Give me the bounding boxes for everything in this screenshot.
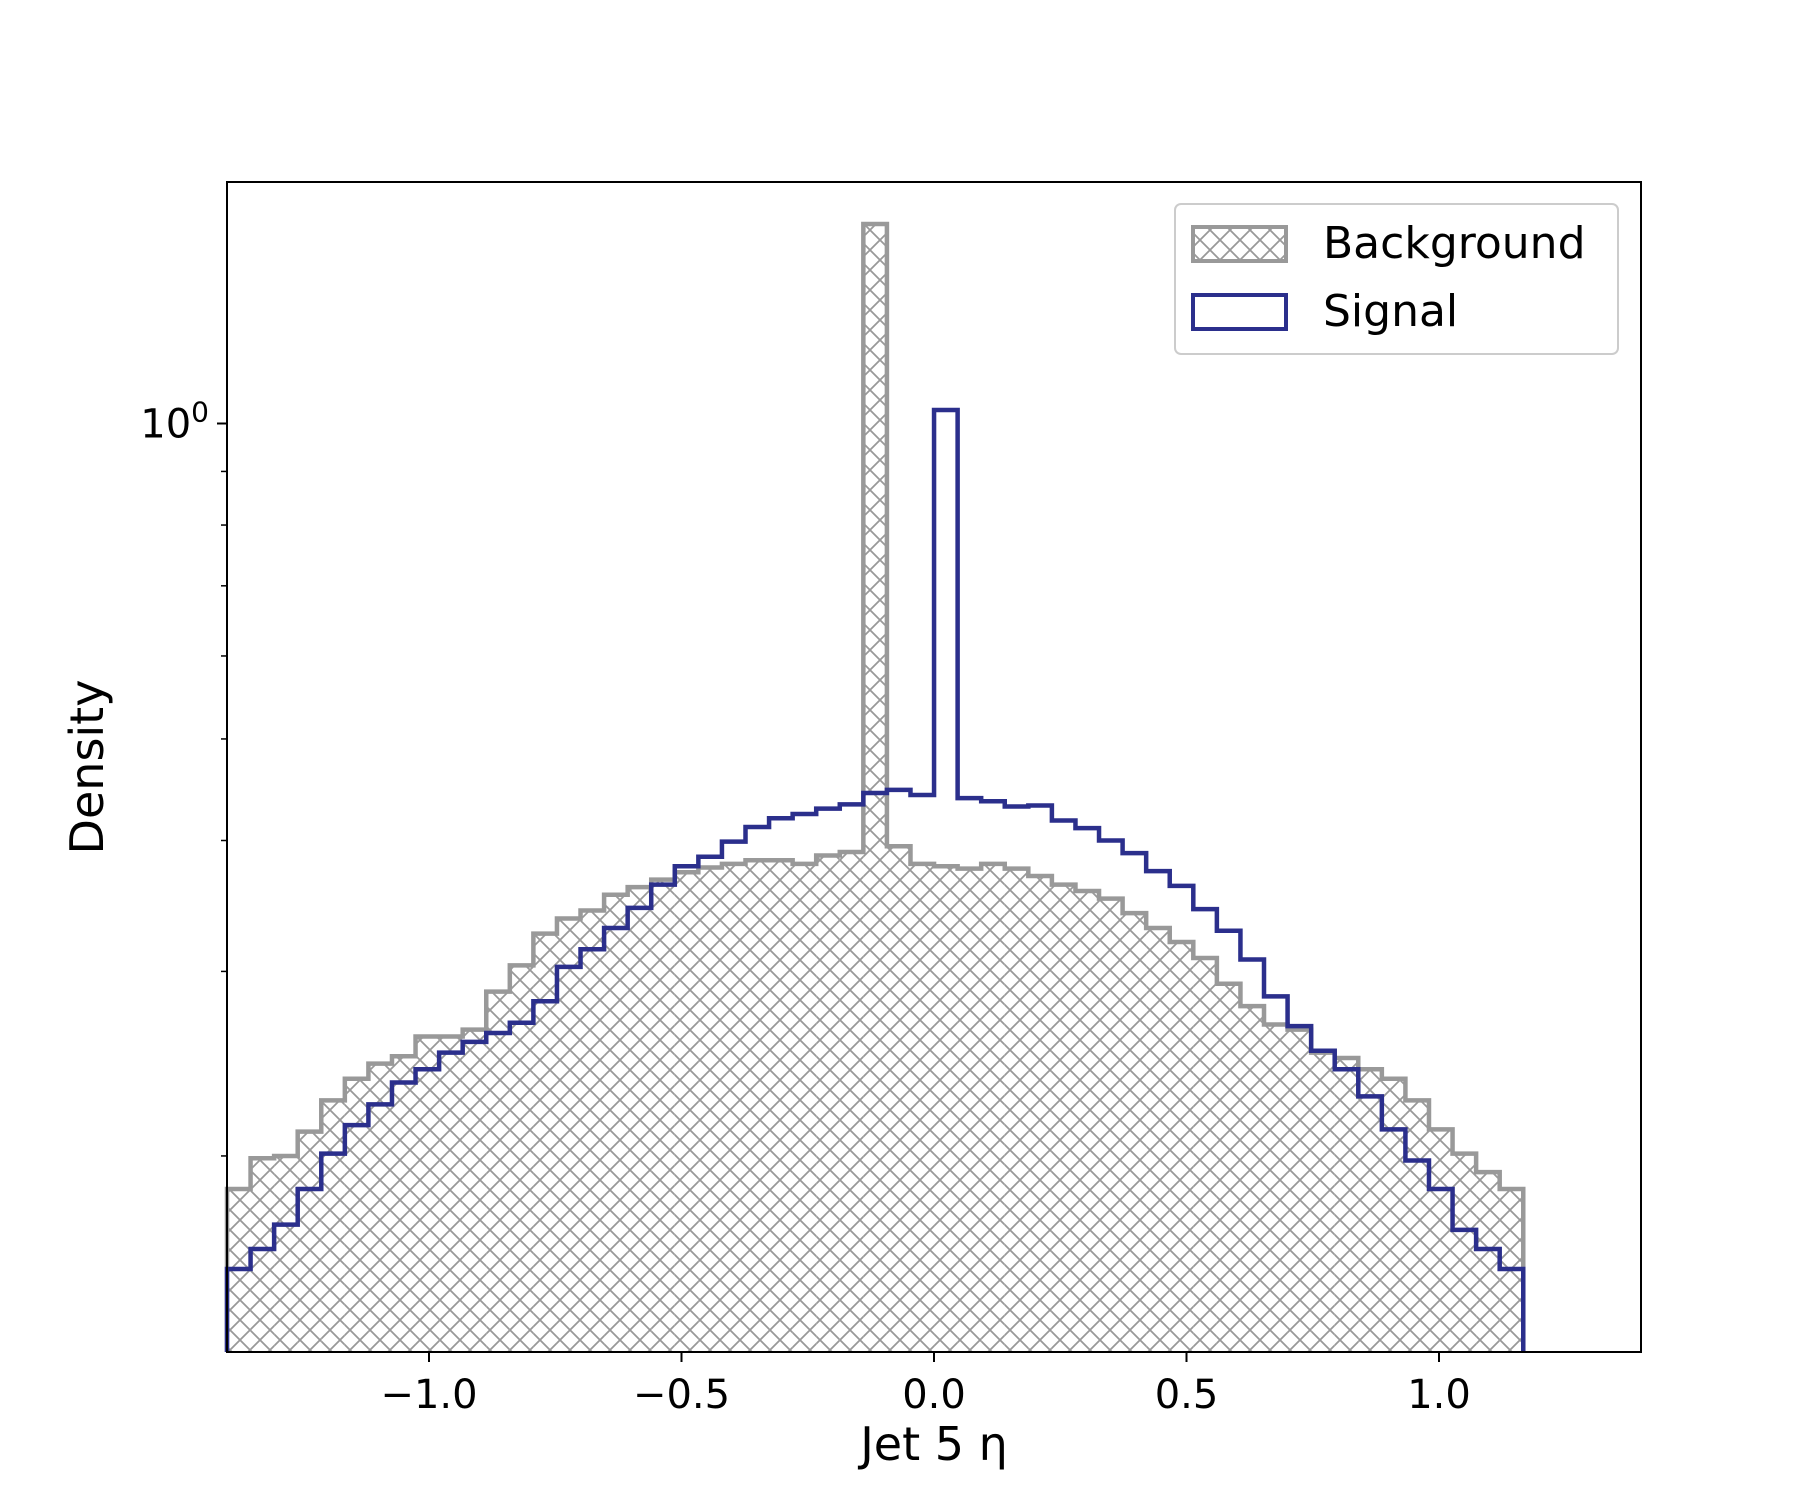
background-bin (368, 1063, 392, 1352)
background-bin (1287, 1029, 1312, 1352)
legend-signal-label: Signal (1323, 286, 1458, 337)
legend: Background Signal (1174, 203, 1619, 355)
x-tick-label: 0.0 (902, 1372, 966, 1418)
background-bin (1216, 983, 1241, 1352)
background-bin (957, 868, 982, 1352)
background-bin (886, 846, 911, 1352)
background-bin (344, 1078, 369, 1352)
background-bin (533, 933, 557, 1352)
plot-area (224, 221, 1526, 1353)
background-bin (1452, 1153, 1477, 1352)
background-bin (816, 855, 840, 1352)
background-bin (627, 887, 652, 1352)
background-bin (439, 1036, 463, 1352)
background-bin (1099, 898, 1123, 1352)
background-bin (745, 860, 770, 1352)
signal-step-outline (224, 407, 1526, 1352)
background-bin (674, 872, 699, 1352)
background-bin (792, 863, 817, 1352)
y-axis-ticks: 100 (140, 395, 227, 1157)
background-bin (1169, 942, 1194, 1352)
background-bin (981, 863, 1005, 1352)
background-bin (486, 991, 510, 1352)
background-bin (1405, 1100, 1429, 1352)
background-bin (1476, 1172, 1500, 1352)
background-bin (863, 224, 887, 1353)
background-bin (1004, 868, 1029, 1352)
background-bin (556, 918, 581, 1352)
background-bin (415, 1036, 440, 1352)
background-bin (1428, 1129, 1453, 1352)
background-bin (1311, 1052, 1335, 1352)
legend-signal-swatch (1191, 293, 1288, 331)
background-bin (250, 1158, 275, 1352)
background-bin (604, 894, 628, 1352)
legend-background-swatch (1191, 225, 1288, 263)
background-bin (1193, 957, 1217, 1352)
background-bin (321, 1100, 345, 1352)
background-bin (1358, 1069, 1382, 1352)
background-bin (1028, 875, 1052, 1352)
x-tick-label: −0.5 (633, 1372, 730, 1418)
x-tick-label: 1.0 (1407, 1372, 1471, 1418)
background-bin (462, 1029, 487, 1352)
background-bin (698, 867, 722, 1352)
x-tick-label: −1.0 (380, 1372, 477, 1418)
y-tick-label: 100 (140, 395, 209, 447)
background-bin (1240, 1006, 1265, 1352)
background-bin (1051, 884, 1076, 1352)
background-bin (769, 860, 793, 1352)
background-bin (1146, 928, 1170, 1352)
background-bin (839, 852, 864, 1352)
background-bin (934, 866, 958, 1352)
background-bin (509, 965, 534, 1352)
background-bin (391, 1056, 416, 1352)
x-axis-label: Jet 5 η (857, 1417, 1008, 1471)
background-bin (721, 863, 746, 1352)
y-axis-label: Density (60, 680, 114, 855)
background-bin (297, 1131, 322, 1352)
background-bin (274, 1155, 298, 1352)
background-bin (1334, 1058, 1359, 1352)
background-bin (1381, 1078, 1406, 1352)
background-bin (910, 863, 935, 1352)
background-bin (651, 879, 675, 1352)
background-bin (580, 910, 605, 1352)
legend-background-label: Background (1323, 218, 1586, 269)
background-bin (1122, 913, 1147, 1352)
x-tick-label: 0.5 (1155, 1372, 1219, 1418)
background-bin (1264, 1024, 1288, 1352)
background-bin (1075, 890, 1100, 1352)
x-axis-ticks: −1.0 −0.5 0.0 0.5 1.0 (380, 1352, 1471, 1418)
